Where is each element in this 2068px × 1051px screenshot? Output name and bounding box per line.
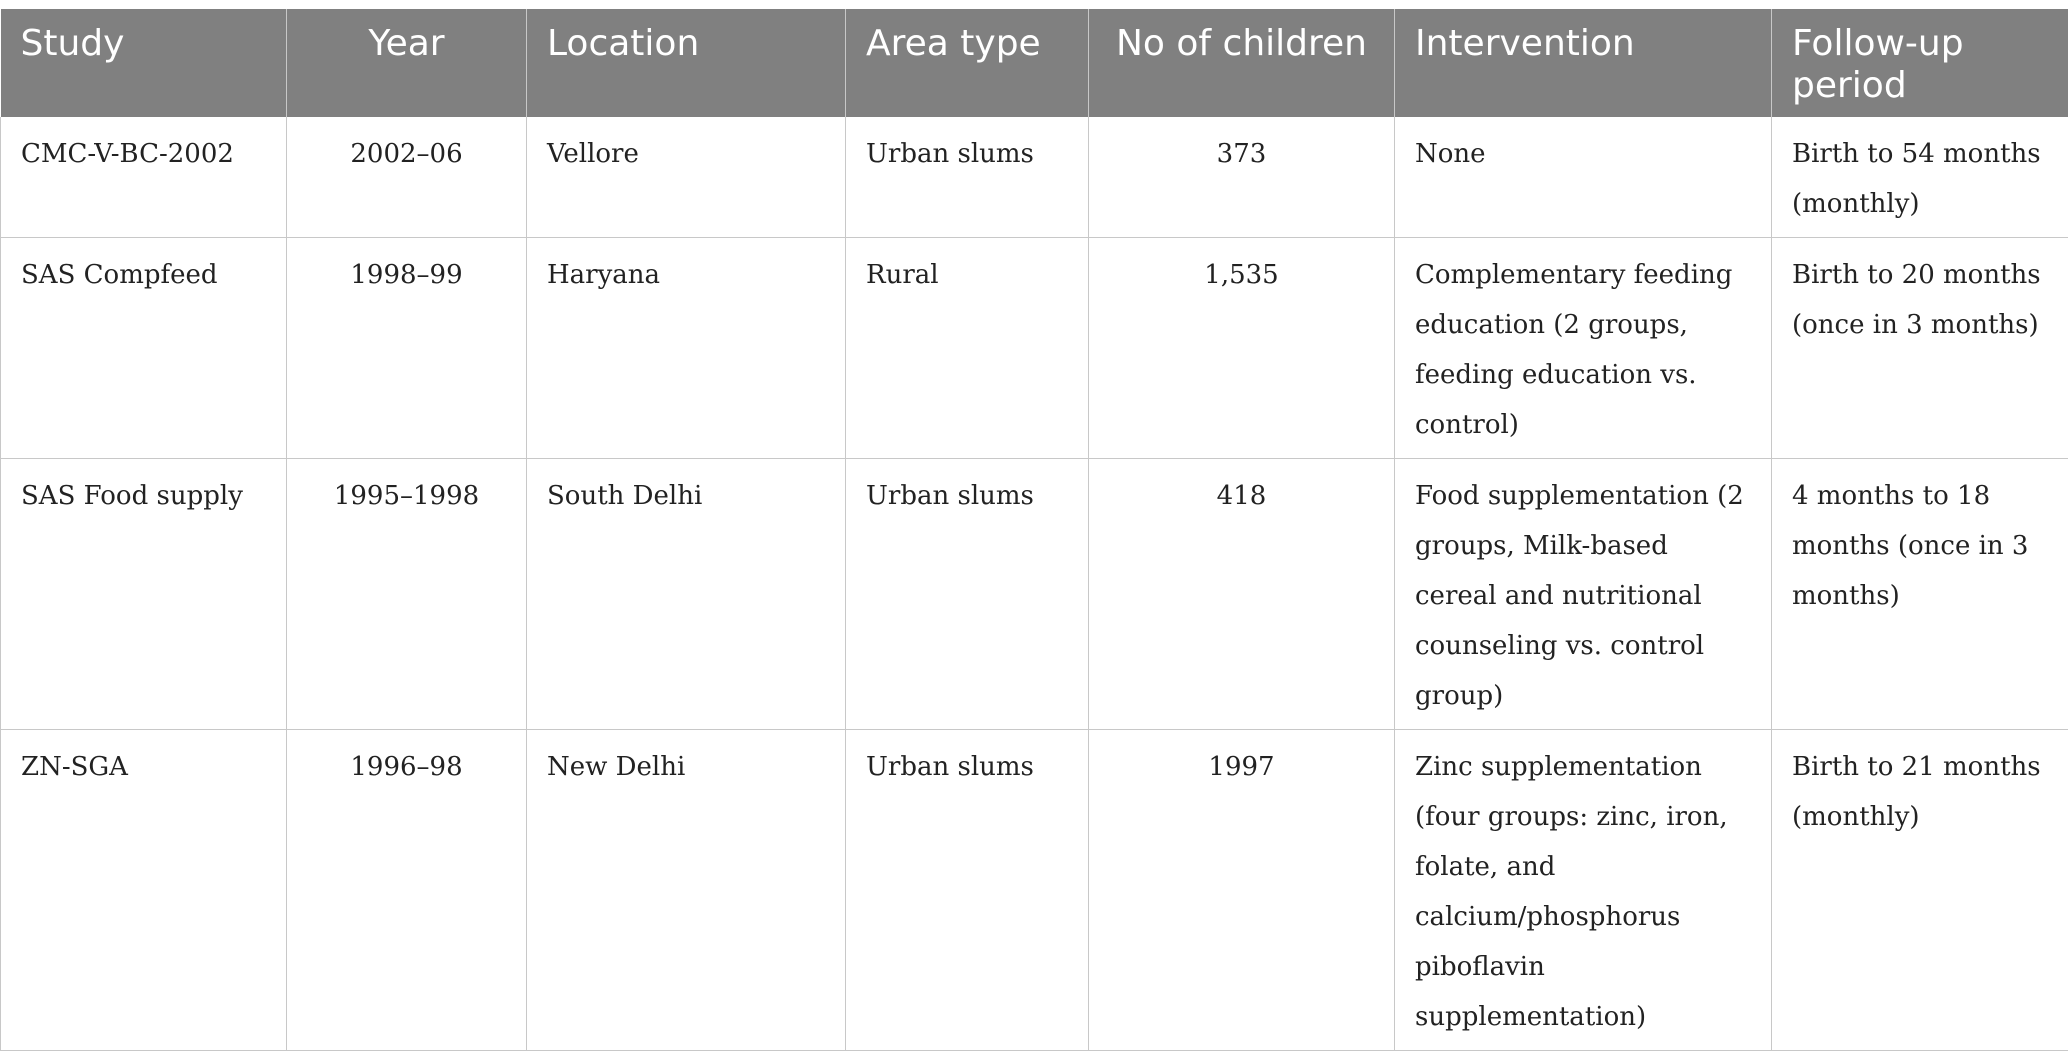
cell-follow-up: Birth to 54 months (monthly) (1772, 117, 2068, 238)
cell-year: 2002–06 (287, 117, 527, 238)
cell-children: 418 (1089, 459, 1395, 730)
cell-follow-up: Birth to 21 months (monthly) (1772, 730, 2068, 1051)
cell-location: South Delhi (527, 459, 846, 730)
cell-area-type: Urban slums (846, 730, 1089, 1051)
cell-children: 1997 (1089, 730, 1395, 1051)
table-header: Study Year Location Area type No of chil… (1, 9, 2068, 117)
study-table: Study Year Location Area type No of chil… (0, 9, 2068, 1051)
cell-intervention: Food supplementation (2 groups, Milk-bas… (1395, 459, 1772, 730)
cell-area-type: Urban slums (846, 459, 1089, 730)
cell-children: 1,535 (1089, 238, 1395, 459)
header-follow-up-period: Follow-up period (1772, 9, 2068, 117)
header-intervention: Intervention (1395, 9, 1772, 117)
cell-location: Haryana (527, 238, 846, 459)
cell-study: CMC-V-BC-2002 (1, 117, 287, 238)
header-year: Year (287, 9, 527, 117)
study-table-container: Study Year Location Area type No of chil… (0, 9, 2068, 1051)
cell-children: 373 (1089, 117, 1395, 238)
header-location: Location (527, 9, 846, 117)
cell-follow-up: Birth to 20 months (once in 3 months) (1772, 238, 2068, 459)
table-row: ZN-SGA 1996–98 New Delhi Urban slums 199… (1, 730, 2068, 1051)
cell-study: ZN-SGA (1, 730, 287, 1051)
table-row: CMC-V-BC-2002 2002–06 Vellore Urban slum… (1, 117, 2068, 238)
cell-study: SAS Food supply (1, 459, 287, 730)
cell-intervention: None (1395, 117, 1772, 238)
cell-intervention: Complementary feeding education (2 group… (1395, 238, 1772, 459)
cell-location: New Delhi (527, 730, 846, 1051)
cell-location: Vellore (527, 117, 846, 238)
header-study: Study (1, 9, 287, 117)
header-no-of-children: No of children (1089, 9, 1395, 117)
cell-year: 1996–98 (287, 730, 527, 1051)
cell-follow-up: 4 months to 18 months (once in 3 months) (1772, 459, 2068, 730)
cell-year: 1998–99 (287, 238, 527, 459)
cell-intervention: Zinc supplementation (four groups: zinc,… (1395, 730, 1772, 1051)
cell-year: 1995–1998 (287, 459, 527, 730)
table-body: CMC-V-BC-2002 2002–06 Vellore Urban slum… (1, 117, 2068, 1051)
cell-study: SAS Compfeed (1, 238, 287, 459)
table-row: SAS Food supply 1995–1998 South Delhi Ur… (1, 459, 2068, 730)
table-row: SAS Compfeed 1998–99 Haryana Rural 1,535… (1, 238, 2068, 459)
cell-area-type: Urban slums (846, 117, 1089, 238)
header-row: Study Year Location Area type No of chil… (1, 9, 2068, 117)
cell-area-type: Rural (846, 238, 1089, 459)
header-area-type: Area type (846, 9, 1089, 117)
